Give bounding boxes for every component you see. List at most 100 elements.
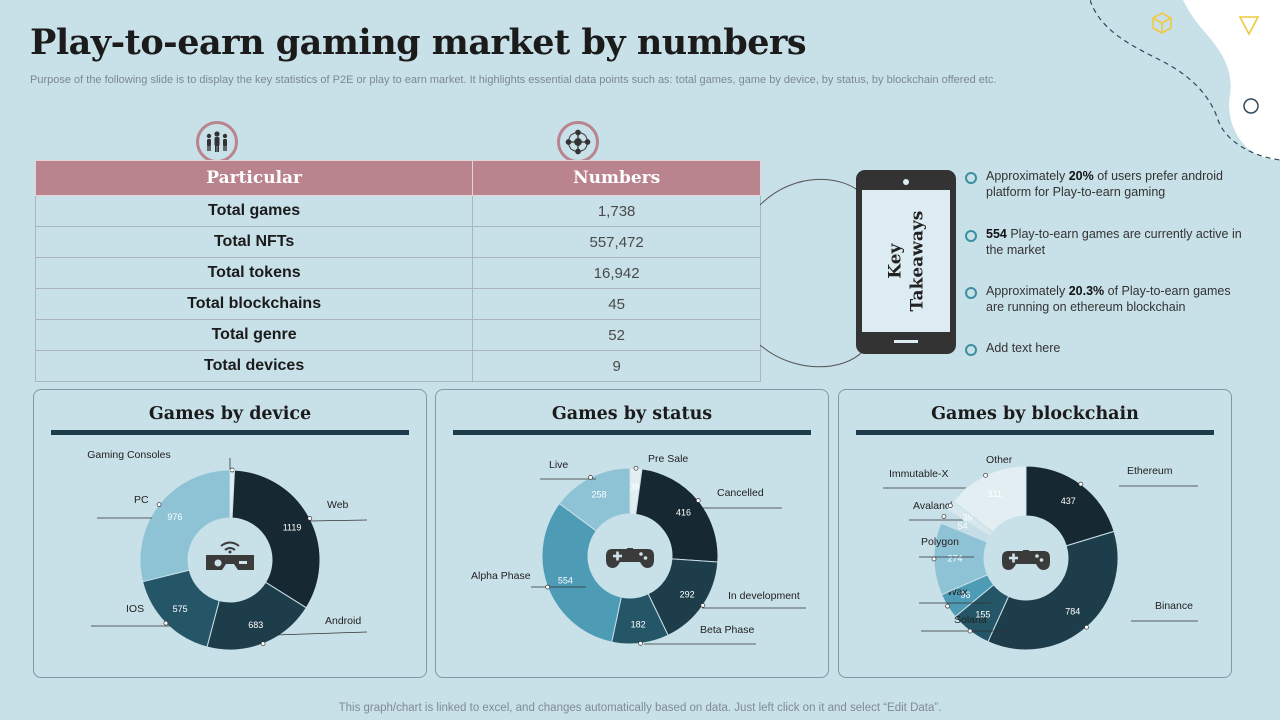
key-takeaways-label: Key Takeaways [884,210,927,312]
category-label-ethereum: Ethereum [1127,465,1173,477]
gamepad-icon [606,548,654,568]
row-value: 16,942 [472,257,761,289]
leader-dot [983,472,988,478]
category-label-beta-phase: Beta Phase [700,624,754,636]
leader-dot [260,641,266,647]
leader-dot [545,584,551,590]
leader-dot [588,475,593,480]
table-row: Total devices 9 [34,350,761,382]
category-label-binance: Binance [1155,600,1193,612]
title-underline [51,430,409,435]
gamepad-icon [1002,550,1050,570]
people-group-icon [196,121,238,163]
footer-note: This graph/chart is linked to excel, and… [338,702,942,714]
category-label-cancelled: Cancelled [717,487,764,499]
donut-chart-device: 27 Gaming Consoles 1119 Web 683 Android 575 IOS… [87,449,368,651]
bullet-icon [965,230,977,242]
category-label-pre-sale: Pre Sale [648,453,688,465]
category-label-ios: IOS [126,603,144,615]
column-header-numbers: Numbers [472,160,761,196]
corner-decoration [1090,0,1280,161]
leader-dot [941,514,947,519]
phone-camera [903,179,909,185]
phone-graphic: Key Takeaways [856,170,956,354]
donut-slice-web [231,469,321,609]
leader-dot [1078,481,1084,487]
category-label-gaming-consoles: Gaming Consoles [87,449,170,461]
leader-dot [633,465,639,471]
phone-screen: Key Takeaways [862,190,950,332]
row-value: 52 [472,319,761,351]
network-icon [557,121,599,163]
circle-icon [1243,98,1259,114]
chart-title: Games by status [551,404,713,424]
category-label-alpha-phase: Alpha Phase [471,570,531,582]
data-label: 1119 [283,523,302,533]
panel-games-by-blockchain: Games by blockchain 437 Ethereum 784 Binanc… [838,389,1232,678]
donut-slice-cancelled [635,468,719,563]
cube-icon [1152,12,1172,34]
takeaway-item: Approximately 20% of users prefer androi… [965,168,1245,200]
leader-dot [638,641,643,646]
data-label: 274 [947,554,962,564]
page-subtitle: Purpose of the following slide is to dis… [30,74,997,86]
data-label: 683 [248,620,263,630]
leader-dot [163,620,169,626]
triangle-icon [1238,16,1260,36]
table-row: Total tokens 16,942 [34,257,761,289]
donut-slice-binance [987,530,1119,651]
category-label-other: Other [986,454,1013,466]
data-label: 96 [960,590,970,600]
panel-games-by-status: Games by status 38 Pre Sale 416 Cancelled 29… [435,389,829,678]
category-label-in-development: In development [728,590,800,602]
title-underline [856,430,1214,435]
row-label: Total genre [34,319,474,351]
leader-line [273,631,368,636]
leader-dot [229,467,235,473]
takeaway-text: Add text here [986,341,1061,355]
donut-slice-android [206,581,307,651]
data-label: 575 [173,604,188,614]
table-row: Total games 1,738 [34,195,761,227]
takeaway-text: Approximately 20% of users prefer androi… [986,169,1223,199]
bullet-icon [965,344,977,356]
leader-dot [1084,624,1089,630]
bullet-icon [965,287,977,299]
table-row: Total NFTs 557,472 [34,226,761,258]
takeaway-item: Add text here [965,340,1245,356]
takeaway-text: Approximately 20.3% of Play-to-earn game… [986,284,1231,314]
page-title: Play-to-earn gaming market by numbers [30,22,807,63]
data-label: 554 [558,575,573,585]
data-label: 258 [591,489,606,499]
donut-chart-status: 38 Pre Sale 416 Cancelled 292 In development 1… [471,453,806,646]
category-label-android: Android [325,615,361,627]
vr-headset-icon [206,541,254,570]
data-label: 54 [958,521,968,531]
data-label: 976 [167,512,182,522]
panel-games-by-device: Games by device 27 Gaming Consoles 1119 Web… [33,389,427,678]
row-value: 9 [472,350,761,382]
leader-dot [945,603,950,609]
donut-slice-other [952,465,1027,533]
data-label: 437 [1061,496,1076,506]
data-label: 38 [630,482,640,492]
category-label-polygon: Polygon [921,536,959,548]
category-label-pc: PC [134,494,149,506]
takeaway-item: Approximately 20.3% of Play-to-earn game… [965,283,1245,315]
title-underline [453,430,811,435]
leader-dot [931,556,937,562]
bullet-icon [965,172,977,184]
row-label: Total games [34,195,474,227]
stats-table: Particular Numbers Total games 1,738 Tota… [34,160,761,382]
donut-slice-pc [139,469,231,583]
data-label: 416 [676,507,691,517]
data-label: 784 [1065,606,1080,616]
data-label: 292 [680,590,695,600]
row-label: Total tokens [34,257,474,289]
takeaway-text: 554 Play-to-earn games are currently act… [986,227,1242,257]
data-label: 39 [963,513,973,523]
chart-title: Games by blockchain [931,404,1139,424]
leader-dot [700,603,706,608]
table-row: Total blockchains 45 [34,288,761,320]
